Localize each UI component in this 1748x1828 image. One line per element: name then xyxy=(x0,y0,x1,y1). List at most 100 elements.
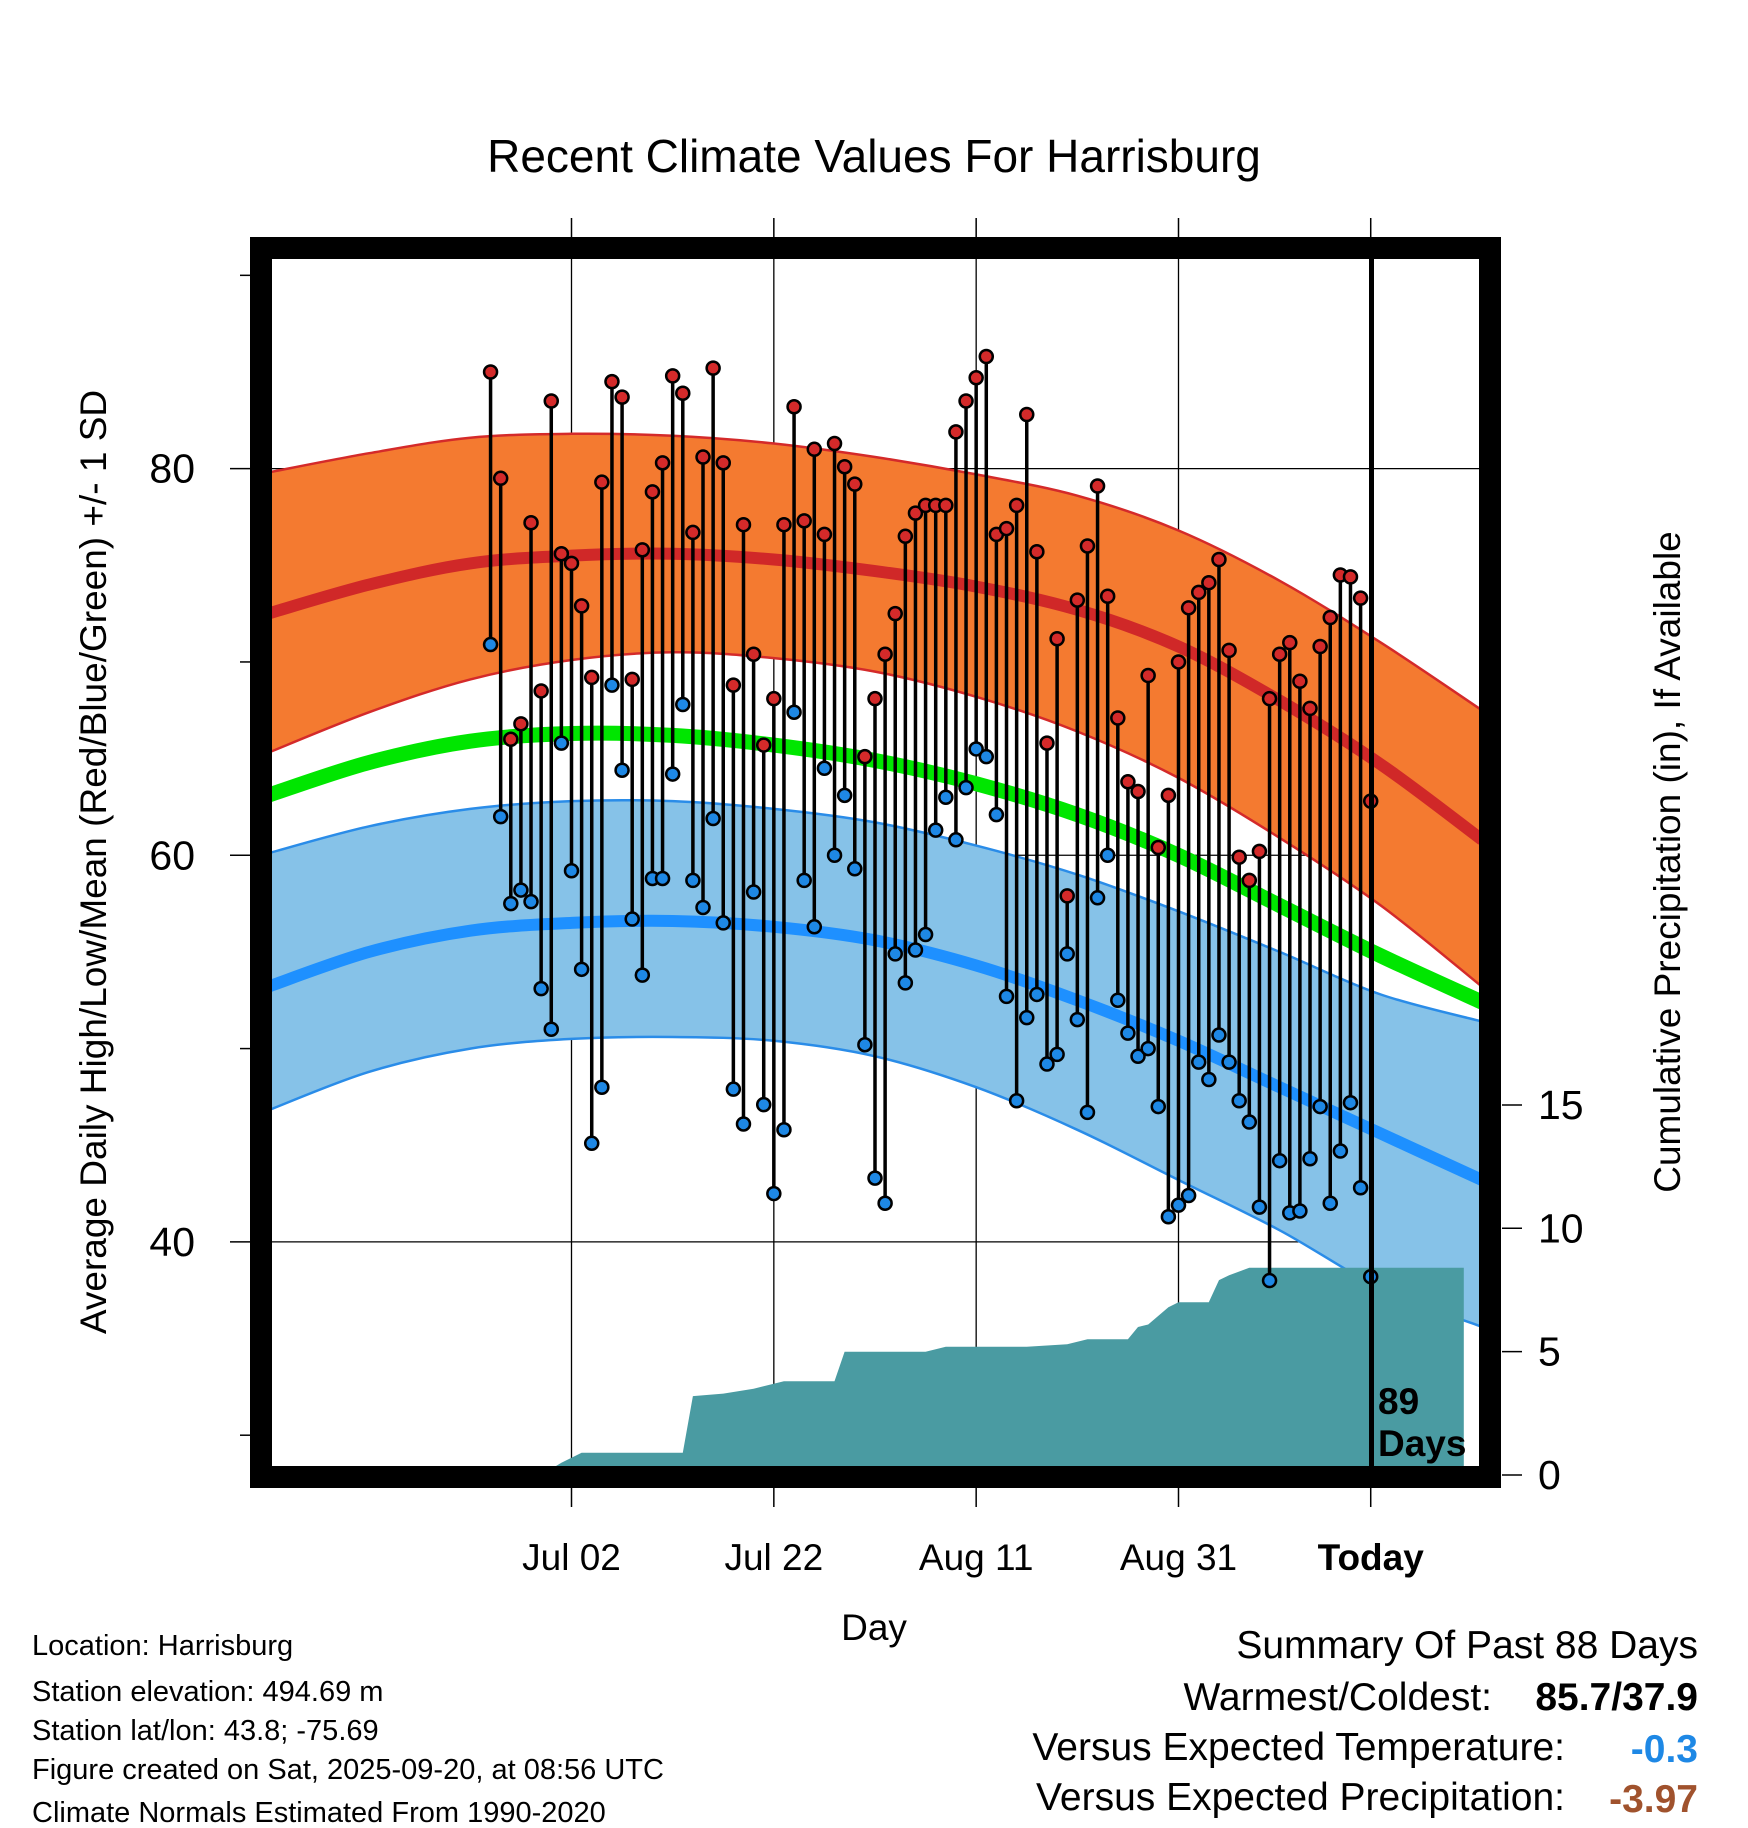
obs-high-point xyxy=(938,497,954,514)
obs-low-point xyxy=(1211,1027,1227,1043)
obs-high-point xyxy=(1089,478,1106,494)
obs-low-point xyxy=(624,911,640,927)
obs-low-point xyxy=(968,741,984,757)
obs-high-point xyxy=(1241,872,1258,889)
obs-low-point xyxy=(1231,1093,1247,1109)
observations xyxy=(482,348,1379,1289)
obs-low-point xyxy=(766,1185,782,1202)
obs-low-point xyxy=(604,677,620,693)
obs-high-point xyxy=(1292,673,1308,690)
obs-high-point xyxy=(857,748,873,765)
obs-low-point xyxy=(705,810,721,827)
obs-low-point xyxy=(1322,1195,1338,1211)
obs-low-point xyxy=(634,967,651,983)
obs-high-point xyxy=(1008,497,1025,514)
x-tick-label: Aug 11 xyxy=(919,1537,1034,1578)
obs-high-point xyxy=(1190,584,1207,601)
obs-high-point xyxy=(755,737,772,753)
obs-high-point xyxy=(492,470,509,487)
obs-high-point xyxy=(1211,551,1227,568)
obs-high-point xyxy=(1302,700,1318,717)
meta-created: Figure created on Sat, 2025-09-20, at 08… xyxy=(32,1754,664,1786)
meta-location: Location: Harrisburg xyxy=(32,1630,293,1662)
obs-high-point xyxy=(998,520,1015,537)
y-left-tick-label: 80 xyxy=(149,446,195,492)
obs-low-point xyxy=(917,926,934,943)
obs-high-point xyxy=(543,393,560,409)
obs-low-point xyxy=(1049,1046,1065,1063)
obs-low-point xyxy=(907,942,924,958)
precip-vs-expected-value: -3.97 xyxy=(1609,1778,1698,1821)
obs-high-point xyxy=(1120,774,1136,790)
obs-high-point xyxy=(634,542,651,558)
obs-low-point xyxy=(614,762,630,778)
obs-low-point xyxy=(1110,992,1126,1009)
y-right-tick-label: 5 xyxy=(1538,1329,1561,1375)
obs-high-point xyxy=(583,669,600,686)
axes: Jul 02 Jul 22 Aug 11 Aug 31 Today 40 60 80 0 5 10 1… xyxy=(149,218,1584,1578)
today-days-label: Days xyxy=(1378,1423,1466,1464)
obs-low-point xyxy=(938,789,954,806)
obs-low-point xyxy=(503,895,519,912)
obs-low-point xyxy=(1271,1152,1288,1169)
warmest-coldest-value: 85.7/37.9 xyxy=(1535,1676,1698,1719)
obs-high-point xyxy=(482,364,499,380)
plot-frame xyxy=(250,237,1501,1488)
obs-low-point xyxy=(1079,1104,1096,1121)
obs-high-point xyxy=(695,449,711,465)
y-left-tick-label: 60 xyxy=(149,832,195,878)
obs-high-point xyxy=(1039,735,1055,751)
obs-high-point xyxy=(1029,544,1045,560)
obs-high-point xyxy=(948,424,964,440)
obs-high-point xyxy=(887,605,903,622)
obs-high-point xyxy=(836,458,853,475)
obs-low-point xyxy=(988,806,1005,823)
obs-high-point xyxy=(796,513,812,529)
obs-low-point xyxy=(1170,1197,1187,1213)
obs-high-point xyxy=(897,528,914,545)
obs-high-point xyxy=(675,385,691,402)
y-right-tick-label: 15 xyxy=(1538,1082,1584,1128)
obs-low-point xyxy=(745,884,762,900)
obs-high-point xyxy=(614,389,630,405)
obs-low-point xyxy=(573,961,590,978)
obs-low-point xyxy=(1332,1143,1349,1159)
obs-low-point xyxy=(1140,1040,1156,1057)
obs-low-point xyxy=(654,870,671,887)
precipitation-area xyxy=(549,1267,1464,1470)
obs-low-point xyxy=(978,748,995,765)
obs-high-point xyxy=(1322,609,1338,626)
obs-high-point xyxy=(1069,592,1086,608)
obs-high-point xyxy=(1221,642,1237,659)
obs-low-point xyxy=(927,822,944,838)
obs-low-point xyxy=(786,704,802,720)
obs-high-point xyxy=(1160,787,1177,804)
obs-high-point xyxy=(685,524,701,541)
obs-low-point xyxy=(523,893,539,910)
obs-high-point xyxy=(1180,600,1197,616)
obs-high-point xyxy=(705,360,721,376)
obs-high-point xyxy=(604,373,620,390)
obs-high-point xyxy=(513,716,529,732)
obs-low-point xyxy=(1150,1098,1167,1115)
obs-low-point xyxy=(1221,1054,1237,1070)
obs-high-point xyxy=(826,435,843,452)
obs-high-point xyxy=(735,516,752,533)
meta-latlon: Station lat/lon: 43.8; -75.69 xyxy=(32,1715,379,1747)
obs-low-point xyxy=(877,1195,893,1211)
obs-low-point xyxy=(1019,1009,1035,1026)
obs-high-point xyxy=(776,516,792,533)
obs-high-point xyxy=(816,526,833,543)
obs-low-point xyxy=(543,1021,560,1037)
obs-low-point xyxy=(695,899,711,916)
obs-low-point xyxy=(1029,986,1045,1003)
obs-low-point xyxy=(897,975,914,991)
obs-high-point xyxy=(715,455,731,471)
plot-area xyxy=(268,256,1482,1470)
precip-vs-expected-label: Versus Expected Precipitation: xyxy=(1036,1776,1565,1819)
obs-low-point xyxy=(1099,847,1116,864)
obs-high-point xyxy=(867,690,883,707)
obs-high-point xyxy=(644,484,661,500)
summary-panel: Summary Of Past 88 Days Warmest/Coldest:… xyxy=(1032,1624,1698,1821)
obs-low-point xyxy=(675,696,691,713)
